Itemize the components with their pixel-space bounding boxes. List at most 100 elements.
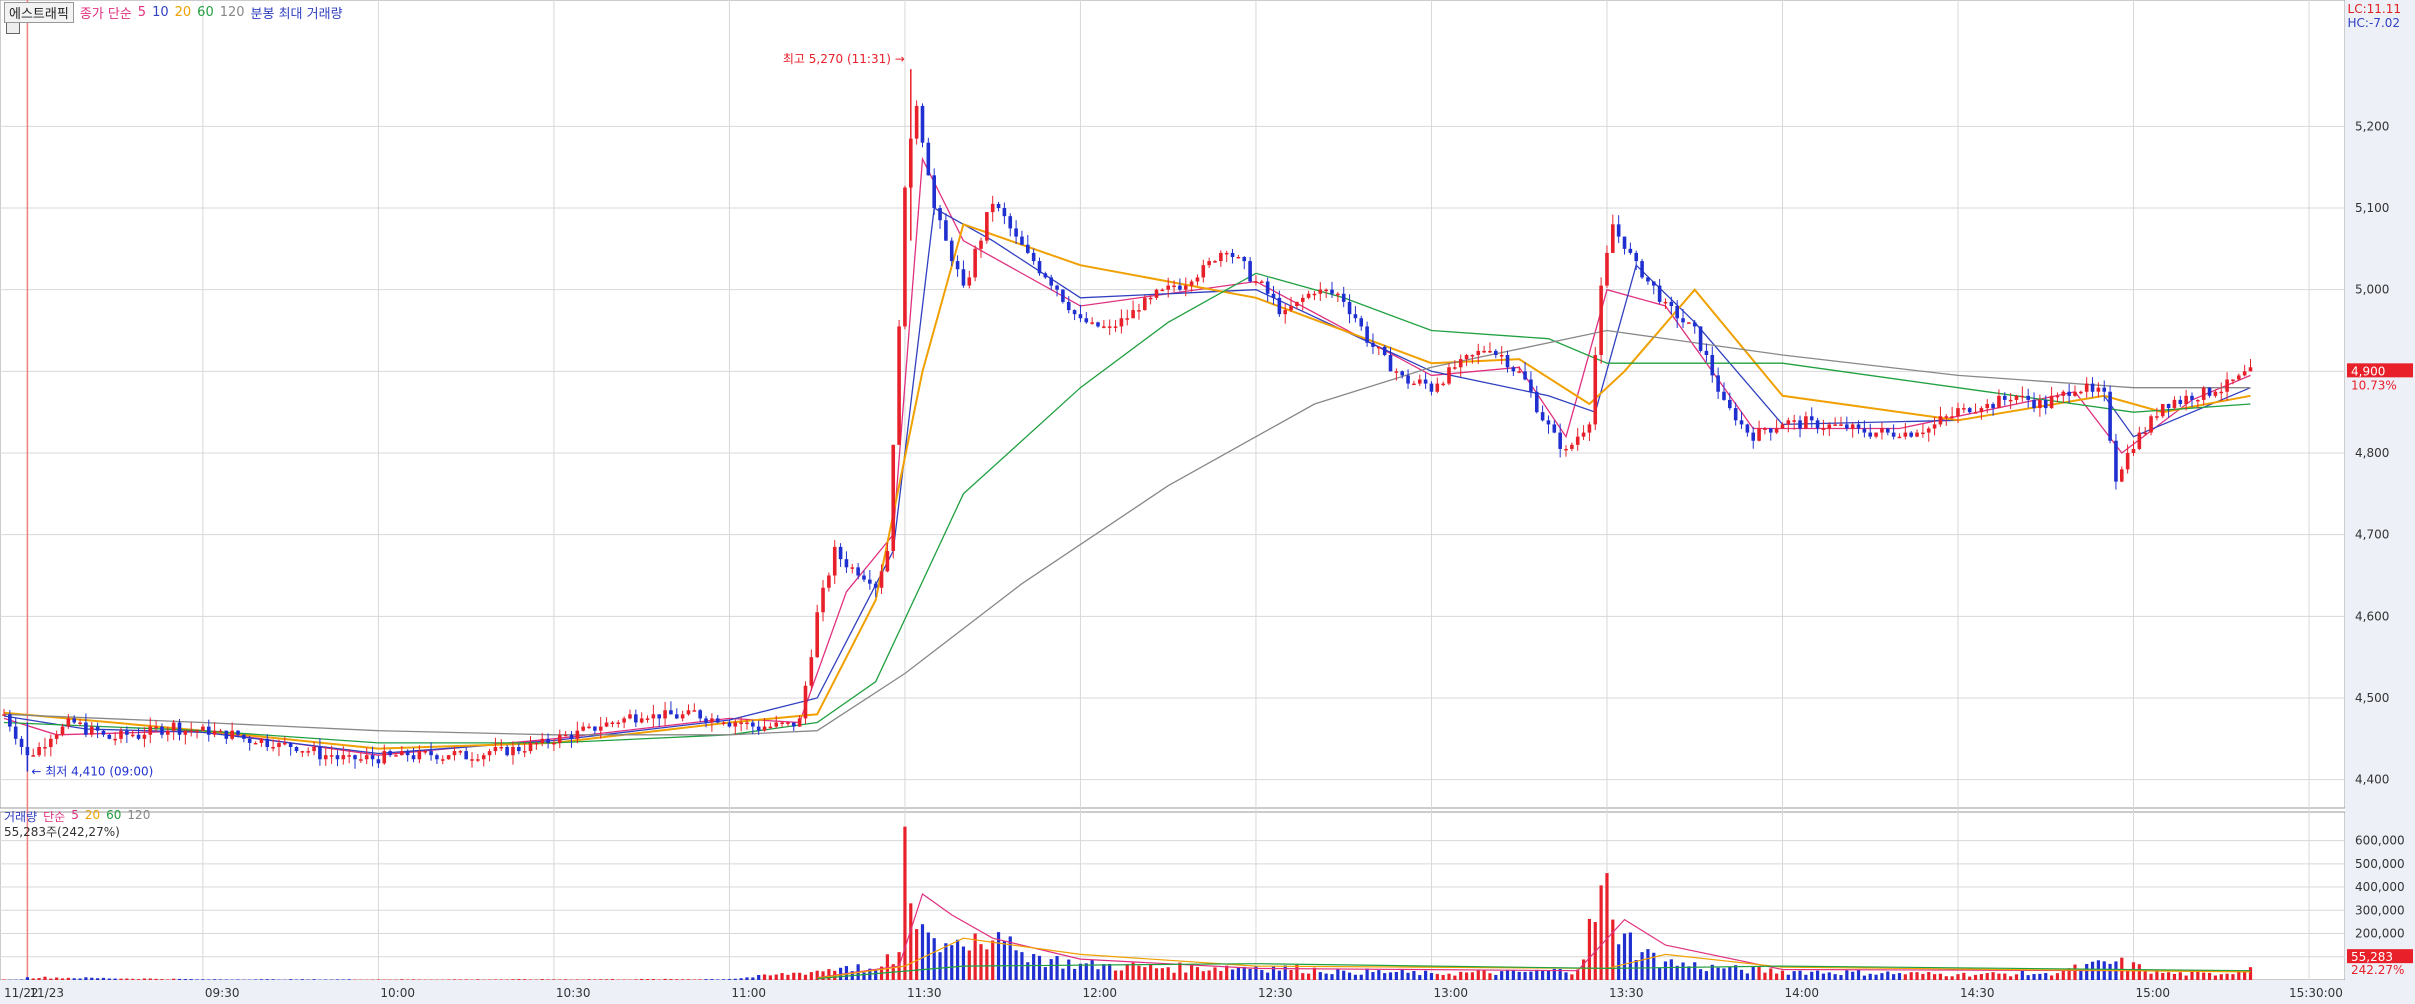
candle-body xyxy=(411,755,416,760)
volume-bar xyxy=(517,979,521,980)
candle-body xyxy=(1277,297,1282,315)
volume-bar xyxy=(1587,918,1592,980)
candle-body xyxy=(1991,404,1995,409)
volume-bar xyxy=(148,978,152,980)
volume-bar xyxy=(1792,971,1796,980)
candle-body xyxy=(920,105,925,143)
candle-body xyxy=(1845,424,1849,429)
volume-bar xyxy=(622,979,626,980)
candle-body xyxy=(1552,424,1557,433)
candle-body xyxy=(335,755,340,760)
volume-bar xyxy=(645,979,650,980)
candle-body xyxy=(446,755,451,760)
candle-body xyxy=(1962,408,1966,410)
candle-body xyxy=(31,755,36,757)
candle-body xyxy=(733,722,738,727)
candle-body xyxy=(201,726,205,731)
volume-bar xyxy=(1459,971,1463,980)
volume-bar xyxy=(780,973,784,980)
candle-body xyxy=(1921,432,1925,435)
candle-body xyxy=(1037,261,1042,274)
volume-bar xyxy=(909,903,913,980)
volume-bar xyxy=(1406,972,1410,980)
volume-info: 55,283주(242,27%) xyxy=(4,825,120,839)
candle-body xyxy=(540,738,545,743)
candle-body xyxy=(1066,301,1071,311)
volume-bar xyxy=(2219,974,2223,980)
volume-bar xyxy=(809,972,813,980)
candle-body xyxy=(1850,424,1855,429)
ma-type-label[interactable]: 종가 단순 xyxy=(79,7,132,22)
candle-body xyxy=(985,212,989,241)
candle-body xyxy=(657,714,662,719)
volume-bar xyxy=(1230,969,1235,980)
volume-bar xyxy=(2108,963,2112,980)
volume-bar xyxy=(1511,969,1515,980)
candle-body xyxy=(1008,216,1013,229)
candle-body xyxy=(160,726,164,735)
candle-body xyxy=(2125,453,2130,470)
time-tick-label: 11/22 xyxy=(4,986,39,1000)
candle-body xyxy=(177,722,182,735)
volume-bar xyxy=(107,978,111,980)
volume-ma-type[interactable]: 단순 xyxy=(43,810,66,824)
candle-body xyxy=(1137,310,1141,312)
volume-bar xyxy=(2038,973,2042,980)
candle-body xyxy=(803,685,808,719)
volume-bar xyxy=(312,979,316,980)
volume-bar xyxy=(979,944,983,980)
candle-body xyxy=(1113,326,1118,328)
candle-body xyxy=(727,722,732,727)
candle-body xyxy=(1435,383,1440,392)
volume-bar xyxy=(564,979,568,980)
candle-body xyxy=(610,722,615,724)
candle-body xyxy=(2090,383,2095,392)
candle-body xyxy=(49,738,53,747)
candle-body xyxy=(476,759,480,761)
candle-body xyxy=(1289,306,1293,311)
volume-bar xyxy=(1342,970,1346,980)
volume-bar xyxy=(1488,973,1492,980)
volume-bar xyxy=(1096,969,1100,980)
volume-bar xyxy=(411,979,416,980)
candle-body xyxy=(300,751,305,753)
candle-body xyxy=(1745,424,1750,433)
volume-bar xyxy=(1377,970,1381,980)
volume-bar xyxy=(2073,964,2077,980)
ma-20-label: 20 xyxy=(174,5,192,20)
volume-bar xyxy=(2026,975,2030,980)
volume-bar xyxy=(1113,970,1118,980)
candle-body xyxy=(1868,432,1873,437)
volume-bar xyxy=(733,978,737,980)
candle-body xyxy=(1248,261,1252,282)
max-volume-label[interactable]: 분봉 최대 거래량 xyxy=(250,7,343,22)
candle-body xyxy=(821,587,825,613)
candle-body xyxy=(84,722,88,735)
candle-body xyxy=(1195,277,1200,282)
candle-body xyxy=(1371,342,1375,347)
candle-body xyxy=(142,734,147,739)
volume-bar xyxy=(575,979,579,980)
volume-bar xyxy=(90,977,94,980)
candle-body xyxy=(1283,310,1288,315)
volume-bar xyxy=(2020,971,2024,980)
candle-body xyxy=(1839,424,1843,426)
candle-body xyxy=(1148,297,1153,300)
candle-body xyxy=(78,722,82,724)
candle-body xyxy=(2231,379,2235,381)
candle-body xyxy=(1429,383,1434,392)
stock-name-tab[interactable]: 에스트래픽 xyxy=(4,2,74,23)
candle-body xyxy=(1482,350,1486,353)
candle-body xyxy=(569,734,574,739)
candle-body xyxy=(2201,387,2206,400)
candle-body xyxy=(739,722,743,724)
candle-body xyxy=(1675,306,1679,319)
volume-legend-name[interactable]: 거래량 xyxy=(4,810,38,824)
volume-bar xyxy=(1552,968,1556,980)
candle-body xyxy=(1505,355,1510,368)
candle-body xyxy=(938,208,942,221)
volume-bar xyxy=(2009,976,2013,980)
candle-body xyxy=(294,747,299,752)
